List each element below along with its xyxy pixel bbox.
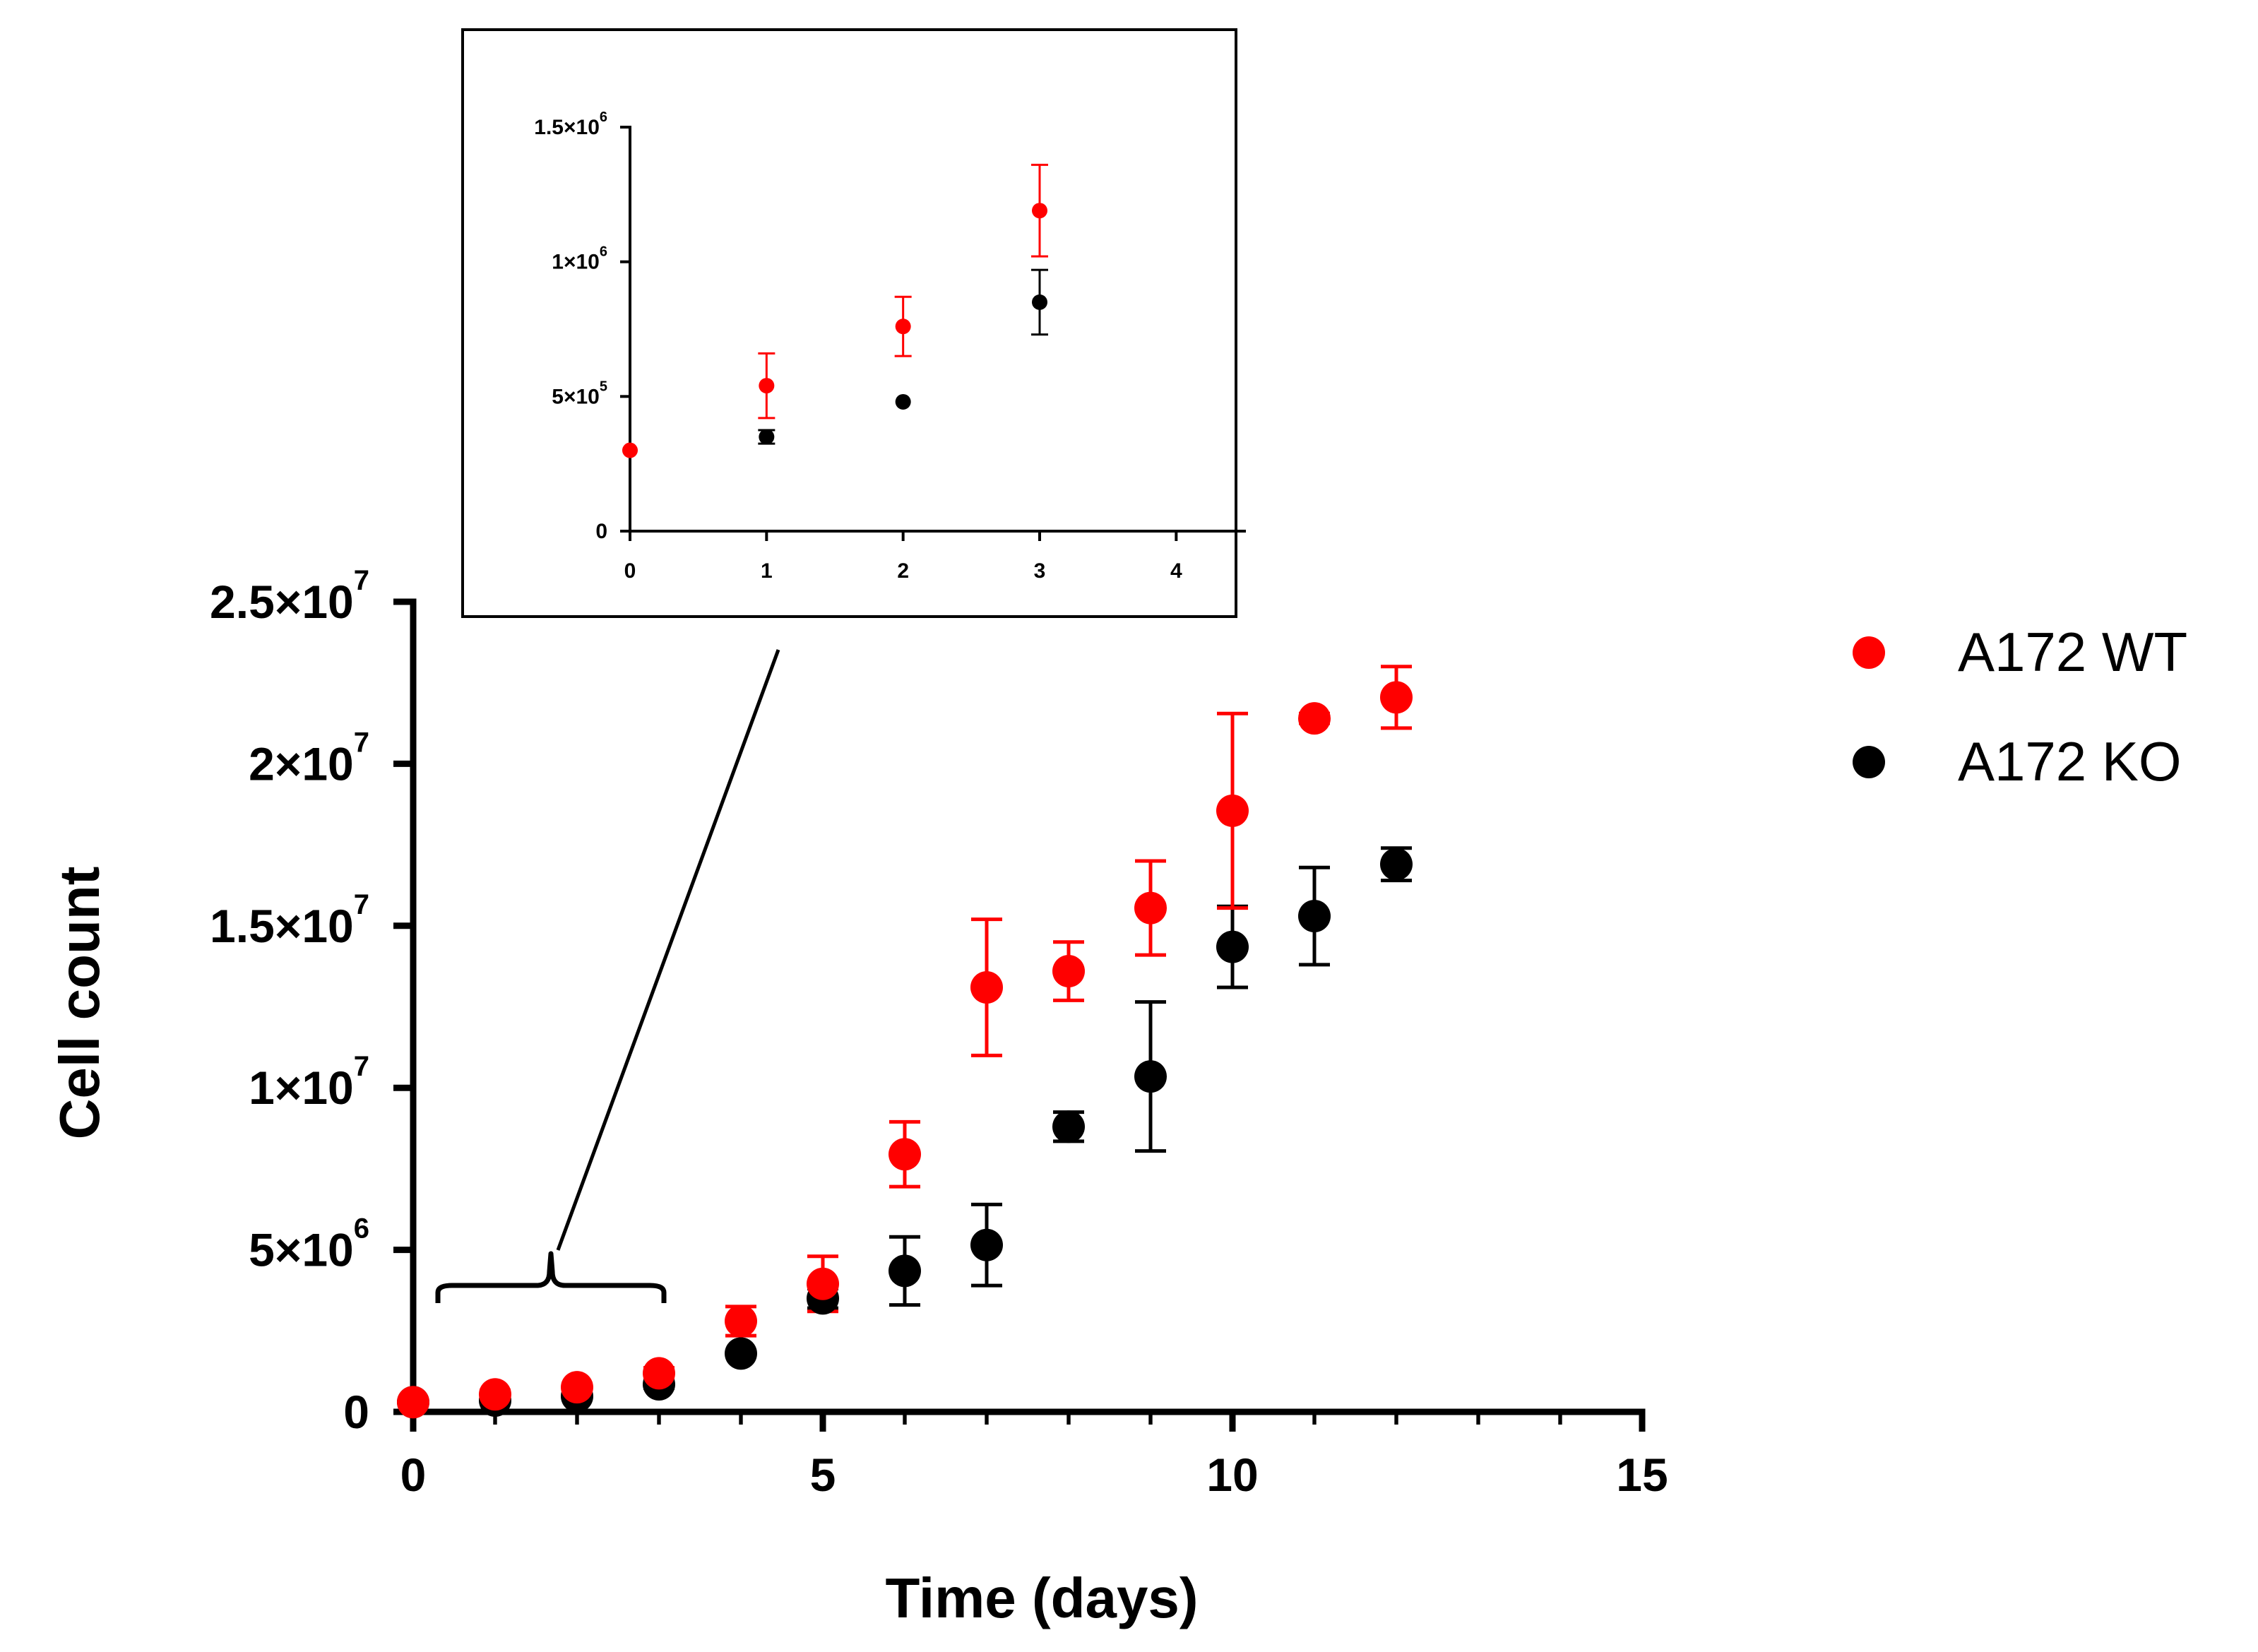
main-data-point	[1216, 794, 1249, 827]
main-y-tick-label: 1×107	[249, 1051, 369, 1114]
main-data-point	[1298, 702, 1331, 735]
inset-data-point	[1032, 203, 1047, 219]
inset-data-point	[895, 393, 911, 410]
main-data-points	[397, 665, 1413, 1419]
main-data-point	[1298, 900, 1331, 933]
main-data-point	[1380, 848, 1413, 881]
inset-y-tick-label: 5×105	[552, 379, 607, 408]
main-data-point	[1134, 891, 1167, 925]
zoom-bracket	[435, 1251, 667, 1303]
inset-data-points	[622, 163, 1048, 458]
inset-y-tick-label: 1.5×106	[534, 109, 607, 139]
main-ticks: 0 5 10 15 0 5×106 1×107 1.5×107 2×107 2.5×107	[210, 565, 1668, 1501]
main-data-point	[807, 1267, 839, 1300]
main-data-point	[725, 1337, 757, 1370]
inset-frame	[461, 28, 1237, 618]
main-x-tick-label: 15	[1616, 1449, 1668, 1501]
main-y-tick-label: 5×106	[249, 1213, 369, 1276]
main-data-point	[397, 1386, 429, 1419]
inset-axes	[629, 126, 1246, 533]
main-data-point	[479, 1378, 511, 1411]
inset-y-tick-label: 0	[595, 520, 607, 543]
inset-x-tick-label: 1	[761, 559, 773, 583]
main-data-point	[725, 1305, 757, 1338]
main-y-tick-label: 0	[343, 1386, 369, 1438]
main-axes	[410, 598, 1646, 1415]
main-x-tick-label: 0	[400, 1449, 427, 1501]
inset-x-tick-label: 0	[624, 559, 636, 583]
main-data-point	[889, 1138, 921, 1171]
legend-marker-wt	[1853, 636, 1885, 669]
inset-x-tick-label: 2	[897, 559, 909, 583]
main-data-point	[1052, 955, 1085, 988]
legend: A172 WT A172 KO	[1853, 621, 2187, 792]
inset-x-tick-label: 4	[1170, 559, 1182, 583]
legend-marker-ko	[1853, 746, 1885, 778]
y-axis-title: Cell count	[48, 867, 111, 1140]
inset-ticks: 0 1 2 3 4 0 5×105 1×106 1.5×106	[534, 109, 1182, 583]
main-data-point	[1052, 1110, 1085, 1143]
inset-y-tick-label: 1×106	[552, 244, 607, 274]
main-data-point	[643, 1357, 675, 1390]
main-y-tick-label: 2×107	[249, 727, 369, 790]
main-data-point	[1216, 930, 1249, 963]
inset-data-point	[1032, 294, 1047, 310]
inset-x-tick-label: 3	[1034, 559, 1046, 583]
main-x-tick-label: 5	[810, 1449, 836, 1501]
main-data-point	[970, 1228, 1003, 1261]
main-y-tick-label: 2.5×107	[210, 565, 369, 628]
main-data-point	[1380, 681, 1413, 714]
main-data-point	[561, 1371, 593, 1404]
inset-data-point	[759, 429, 775, 445]
main-data-point	[970, 970, 1003, 1004]
legend-label-ko: A172 KO	[1958, 730, 2182, 792]
main-x-tick-label: 10	[1206, 1449, 1258, 1501]
main-data-point	[1134, 1060, 1167, 1093]
main-data-point	[889, 1254, 921, 1288]
inset-data-point	[622, 442, 638, 458]
inset-data-point	[895, 319, 911, 335]
legend-label-wt: A172 WT	[1958, 621, 2187, 683]
zoom-connector-line	[556, 649, 780, 1251]
x-axis-title: Time (days)	[885, 1567, 1198, 1629]
inset-data-point	[759, 378, 775, 394]
main-y-tick-label: 1.5×107	[210, 889, 369, 952]
